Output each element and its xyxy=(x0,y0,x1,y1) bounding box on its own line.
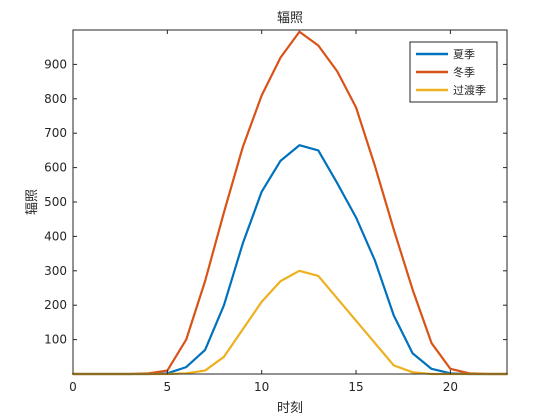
x-tick-label: 20 xyxy=(443,380,458,394)
y-axis: 100 200 300 400 500 600 700 800 900 xyxy=(44,57,507,347)
y-tick-label: 500 xyxy=(44,195,67,209)
x-axis: 0 5 10 15 20 xyxy=(69,30,458,394)
y-tick-label: 900 xyxy=(44,57,67,71)
x-tick-label: 15 xyxy=(348,380,363,394)
x-axis-title: 时刻 xyxy=(277,401,303,416)
x-tick-label: 0 xyxy=(69,380,77,394)
x-tick-label: 5 xyxy=(164,380,172,394)
y-tick-label: 400 xyxy=(44,229,67,243)
y-tick-label: 700 xyxy=(44,126,67,140)
y-tick-label: 300 xyxy=(44,264,67,278)
legend-label: 夏季 xyxy=(453,48,475,61)
y-axis-title: 辐照 xyxy=(25,189,40,215)
series-line-1 xyxy=(71,144,509,376)
y-tick-label: 100 xyxy=(44,333,67,347)
y-tick-label: 800 xyxy=(44,92,67,106)
legend-label: 过渡季 xyxy=(453,83,486,97)
y-tick-label: 600 xyxy=(44,161,67,175)
legend-label: 冬季 xyxy=(453,65,475,79)
x-tick-label: 10 xyxy=(254,380,269,394)
y-tick-label: 200 xyxy=(44,298,67,312)
chart-title: 辐照 xyxy=(277,11,303,26)
